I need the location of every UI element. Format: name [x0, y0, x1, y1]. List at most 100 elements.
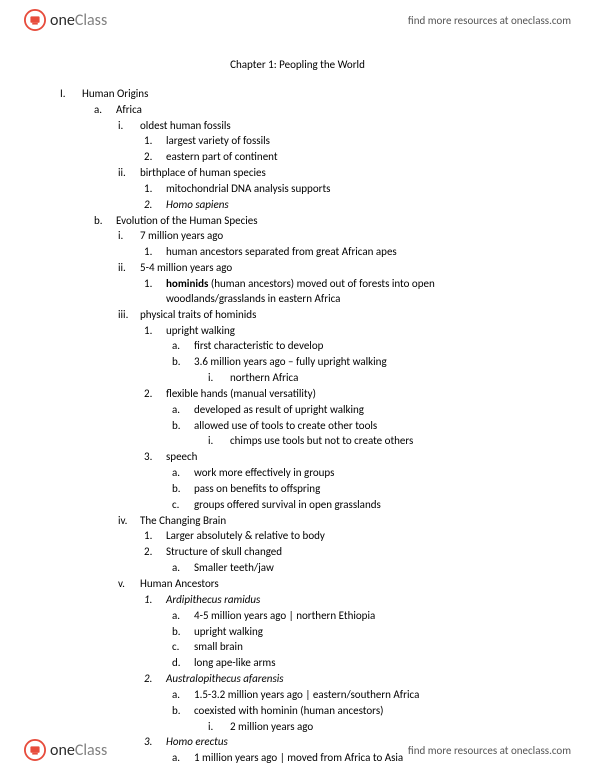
- outline-text: hominids (human ancestors) moved out of …: [166, 277, 535, 307]
- outline-text: Larger absolutely & relative to body: [166, 529, 535, 544]
- outline-text: work more effectively in groups: [194, 466, 535, 481]
- outline-item: a.1.5-3.2 million years ago | eastern/so…: [60, 688, 535, 703]
- find-more-link-bottom[interactable]: find more resources at oneclass.com: [408, 744, 571, 757]
- outline-marker: a.: [172, 688, 194, 703]
- outline-text: 4-5 million years ago | northern Ethiopi…: [194, 609, 535, 624]
- outline-marker: a.: [172, 403, 194, 418]
- outline-text: birthplace of human species: [140, 166, 535, 181]
- outline-item: iii.physical traits of hominids: [60, 308, 535, 323]
- outline-marker: 1.: [144, 182, 166, 197]
- outline-item: i.chimps use tools but not to create oth…: [60, 434, 535, 449]
- outline-marker: I.: [60, 87, 82, 102]
- outline-marker: iii.: [118, 308, 140, 323]
- outline-text: coexisted with hominin (human ancestors): [194, 704, 535, 719]
- outline-marker: ii.: [118, 166, 140, 181]
- outline-text: 7 million years ago: [140, 229, 535, 244]
- outline-text: upright walking: [166, 324, 535, 339]
- outline-item: i.7 million years ago: [60, 229, 535, 244]
- outline-item: 1.largest variety of fossils: [60, 134, 535, 149]
- outline-marker: 2.: [144, 545, 166, 560]
- outline-marker: 2.: [144, 387, 166, 402]
- page-footer: oneClass find more resources at oneclass…: [0, 730, 595, 770]
- outline-item: 3.speech: [60, 450, 535, 465]
- outline-marker: 2.: [144, 672, 166, 687]
- outline-text: Evolution of the Human Species: [116, 214, 535, 229]
- outline-text: Homo sapiens: [166, 198, 535, 213]
- outline-text: 1.5-3.2 million years ago | eastern/sout…: [194, 688, 535, 703]
- outline-item: b.pass on benefits to offspring: [60, 482, 535, 497]
- outline-text: Structure of skull changed: [166, 545, 535, 560]
- outline-item: 1.hominids (human ancestors) moved out o…: [60, 277, 535, 307]
- outline-item: b.Evolution of the Human Species: [60, 214, 535, 229]
- outline-item: 2.eastern part of continent: [60, 150, 535, 165]
- outline-item: 2.Australopithecus afarensis: [60, 672, 535, 687]
- outline-marker: i.: [118, 119, 140, 134]
- outline-item: a.work more effectively in groups: [60, 466, 535, 481]
- outline-item: 2.Structure of skull changed: [60, 545, 535, 560]
- outline-text: small brain: [194, 640, 535, 655]
- outline-text: long ape-like arms: [194, 656, 535, 671]
- outline-marker: a.: [172, 561, 194, 576]
- outline-item: a.4-5 million years ago | northern Ethio…: [60, 609, 535, 624]
- outline-item: 1.Ardipithecus ramidus: [60, 593, 535, 608]
- outline-item: 2.Homo sapiens: [60, 198, 535, 213]
- outline-text: Australopithecus afarensis: [166, 672, 535, 687]
- outline-item: iv.The Changing Brain: [60, 514, 535, 529]
- find-more-link-top[interactable]: find more resources at oneclass.com: [408, 14, 571, 27]
- outline-marker: iv.: [118, 514, 140, 529]
- outline-item: b.coexisted with hominin (human ancestor…: [60, 704, 535, 719]
- outline-text: oldest human fossils: [140, 119, 535, 134]
- outline-marker: a.: [94, 103, 116, 118]
- outline-marker: ii.: [118, 261, 140, 276]
- brand-logo[interactable]: oneClass: [24, 9, 107, 31]
- outline-marker: i.: [118, 229, 140, 244]
- outline-text: Africa: [116, 103, 535, 118]
- logo-text: oneClass: [50, 741, 107, 760]
- outline-marker: 1.: [144, 593, 166, 608]
- outline-marker: v.: [118, 577, 140, 592]
- outline-marker: b.: [172, 625, 194, 640]
- outline-item: c.small brain: [60, 640, 535, 655]
- outline-text: human ancestors separated from great Afr…: [166, 245, 535, 260]
- outline-marker: b.: [172, 355, 194, 370]
- outline-item: a.Smaller teeth/jaw: [60, 561, 535, 576]
- outline-text: largest variety of fossils: [166, 134, 535, 149]
- outline-item: 1.human ancestors separated from great A…: [60, 245, 535, 260]
- outline-text: Human Ancestors: [140, 577, 535, 592]
- outline-text: 5-4 million years ago: [140, 261, 535, 276]
- outline-marker: a.: [172, 609, 194, 624]
- outline-text: physical traits of hominids: [140, 308, 535, 323]
- outline-item: c.groups offered survival in open grassl…: [60, 498, 535, 513]
- chapter-title: Chapter 1: Peopling the World: [60, 58, 535, 73]
- logo-text: oneClass: [50, 11, 107, 30]
- outline-marker: c.: [172, 640, 194, 655]
- outline-item: 2.flexible hands (manual versatility): [60, 387, 535, 402]
- outline-item: v.Human Ancestors: [60, 577, 535, 592]
- outline-marker: 1.: [144, 245, 166, 260]
- outline-text: Smaller teeth/jaw: [194, 561, 535, 576]
- outline-text: eastern part of continent: [166, 150, 535, 165]
- outline-text: The Changing Brain: [140, 514, 535, 529]
- outline-text: groups offered survival in open grasslan…: [194, 498, 535, 513]
- outline-marker: 1.: [144, 277, 166, 307]
- outline-marker: 1.: [144, 324, 166, 339]
- document-body: Chapter 1: Peopling the World I.Human Or…: [0, 40, 595, 766]
- outline-text: chimps use tools but not to create other…: [230, 434, 535, 449]
- outline-marker: a.: [172, 466, 194, 481]
- outline-marker: 2.: [144, 198, 166, 213]
- outline-marker: 1.: [144, 134, 166, 149]
- outline-text: flexible hands (manual versatility): [166, 387, 535, 402]
- outline-item: d.long ape-like arms: [60, 656, 535, 671]
- outline-marker: d.: [172, 656, 194, 671]
- outline-marker: b.: [172, 704, 194, 719]
- outline-item: ii.birthplace of human species: [60, 166, 535, 181]
- outline-text: first characteristic to develop: [194, 339, 535, 354]
- outline-item: 1.Larger absolutely & relative to body: [60, 529, 535, 544]
- outline-marker: a.: [172, 339, 194, 354]
- outline-item: i.oldest human fossils: [60, 119, 535, 134]
- brand-logo-footer[interactable]: oneClass: [24, 739, 107, 761]
- outline-item: i.northern Africa: [60, 371, 535, 386]
- logo-icon: [24, 739, 46, 761]
- outline-item: b.allowed use of tools to create other t…: [60, 419, 535, 434]
- outline-marker: b.: [172, 419, 194, 434]
